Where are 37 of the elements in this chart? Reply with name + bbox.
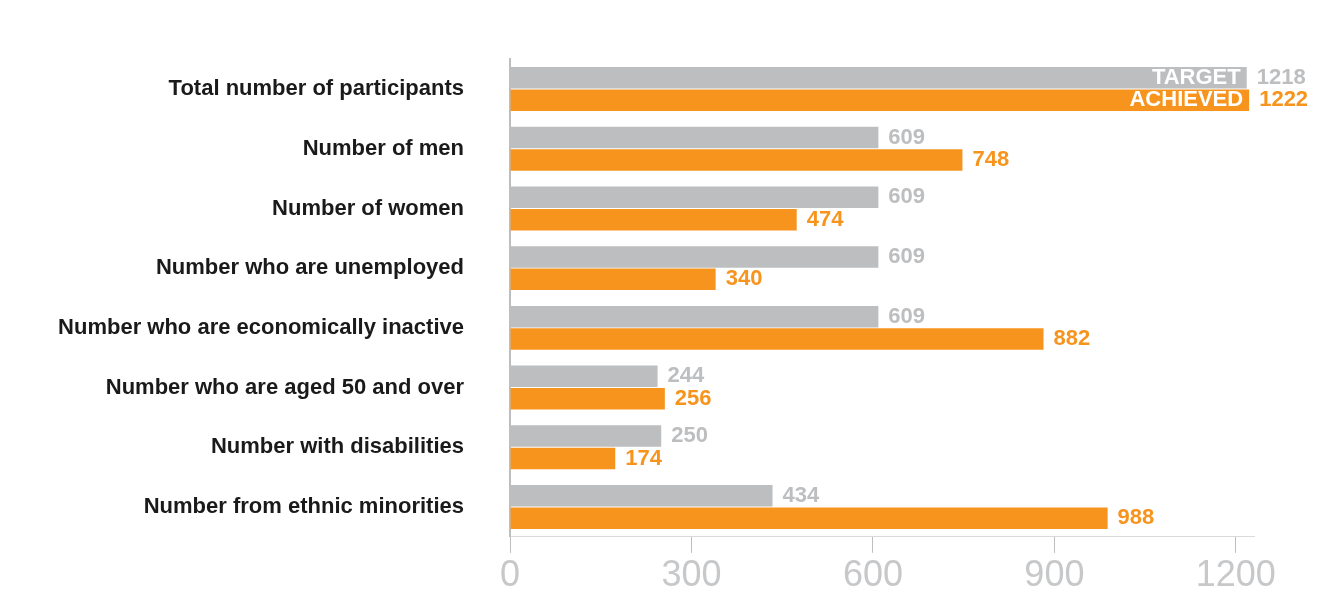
data-label: 988 <box>1117 504 1155 530</box>
bar <box>510 89 1250 111</box>
series-label: ACHIEVED <box>1129 86 1244 112</box>
bar <box>510 328 1044 350</box>
data-label: 434 <box>782 481 820 507</box>
bar <box>510 507 1108 529</box>
x-tick-label: 1200 <box>1195 553 1276 595</box>
bar <box>510 268 716 291</box>
x-tick-label: 300 <box>661 553 722 595</box>
data-label: 609 <box>888 302 926 328</box>
data-label: 340 <box>725 265 763 291</box>
y-tick-label: Number from ethnic minorities <box>143 493 464 519</box>
data-label: 474 <box>806 205 845 231</box>
y-tick-label: Number of men <box>302 134 464 160</box>
x-tick-label: 900 <box>1024 553 1085 595</box>
y-tick-label: Total number of participants <box>168 75 464 101</box>
data-label: 174 <box>625 444 663 470</box>
bar <box>510 208 797 231</box>
y-tick-label: Number of women <box>272 194 464 220</box>
bar <box>510 388 665 410</box>
bar <box>510 447 616 470</box>
y-tick-label: Number who are economically inactive <box>58 313 464 339</box>
data-label: 609 <box>888 183 926 209</box>
data-label: 748 <box>972 146 1010 172</box>
data-label: 250 <box>671 422 708 448</box>
data-label: 609 <box>888 243 926 269</box>
data-label: 609 <box>888 123 926 149</box>
x-tick-label: 0 <box>499 553 521 595</box>
bar <box>510 149 963 171</box>
data-label: 882 <box>1053 325 1091 351</box>
x-tick-label: 600 <box>842 553 903 595</box>
y-tick-label: Number with disabilities <box>210 433 464 459</box>
y-tick-label: Number who are unemployed <box>155 254 464 280</box>
y-tick-label: Number who are aged 50 and over <box>105 373 465 399</box>
data-label: 1218 <box>1256 63 1306 89</box>
series-label: TARGET <box>1151 63 1242 89</box>
data-label: 1222 <box>1259 86 1309 112</box>
